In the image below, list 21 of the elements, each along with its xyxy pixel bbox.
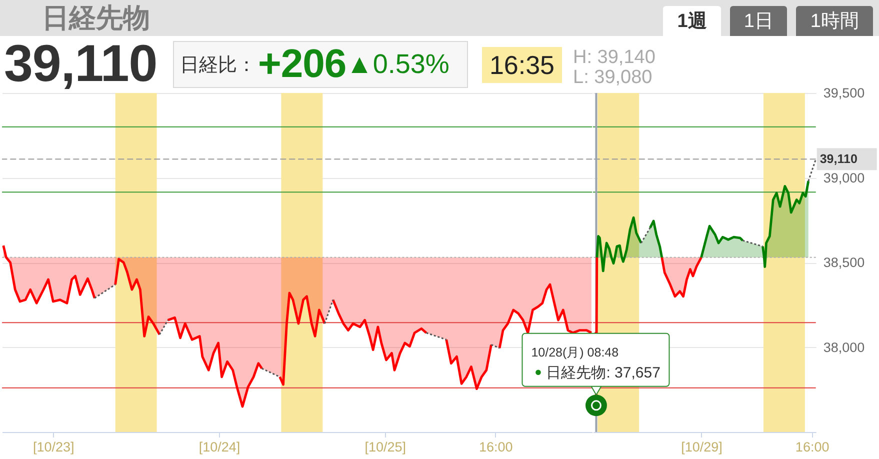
text: H: 39,140 (573, 47, 656, 68)
x-tick-label: [10/23] (32, 440, 74, 454)
y-tick-label: 39,000 (823, 170, 865, 186)
y-tick-label: 39,500 (823, 86, 865, 100)
y-tick-label: 38,500 (823, 255, 865, 270)
ref-line-label: 39,110 (820, 152, 858, 166)
text: L: 39,080 (573, 67, 652, 88)
x-tick-label: 16:00 (795, 440, 830, 454)
x-tick-label: [10/25] (364, 440, 406, 454)
tab[interactable]: 1日 (730, 6, 788, 36)
time-box: 16:35 (482, 47, 562, 83)
y-tick-label: 38,000 (823, 340, 865, 355)
x-tick-label: 16:00 (479, 440, 513, 454)
x-tick-label: [10/29] (681, 440, 722, 454)
annotation: 日経先物: 37,657 (546, 364, 660, 382)
x-tick-label: [10/24] (198, 440, 240, 454)
text: 39,110 (4, 35, 158, 93)
annotation: 10/28(月) 08:48 (531, 345, 619, 360)
chart-title: 日経先物 (42, 3, 150, 33)
tab[interactable]: 1週 (663, 6, 721, 36)
tab[interactable]: 1時間 (796, 6, 873, 36)
